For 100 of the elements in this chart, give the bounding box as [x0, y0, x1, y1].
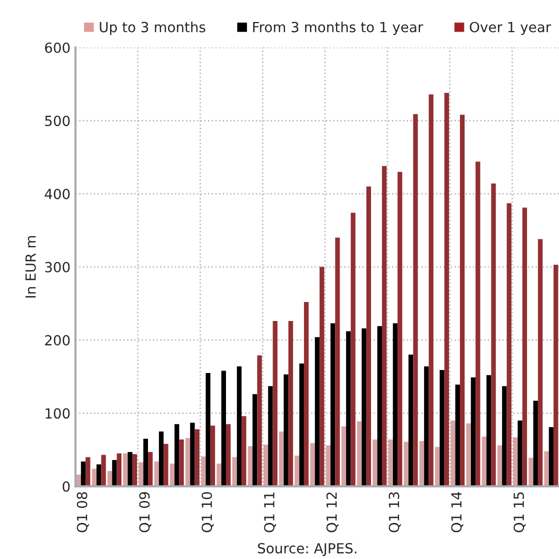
bar [294, 456, 300, 486]
bar [148, 452, 153, 486]
bar [232, 457, 237, 486]
bar [226, 424, 231, 486]
bar [544, 451, 549, 486]
bar [554, 264, 558, 486]
bar [482, 436, 486, 486]
bar [248, 446, 252, 486]
bar [101, 454, 106, 486]
bar [279, 431, 284, 486]
y-tick-label: 600 [45, 42, 70, 53]
x-tick-label: Q1 09 [139, 492, 152, 532]
x-tick-label: Q1 08 [76, 492, 89, 532]
bar [170, 464, 175, 486]
bar [92, 468, 97, 486]
x-tick-label: Q1 11 [264, 492, 276, 532]
bar [434, 446, 440, 486]
bar [123, 453, 128, 486]
bar [428, 94, 434, 486]
bar [252, 394, 258, 486]
bar [164, 444, 168, 486]
bar [377, 326, 382, 486]
x-tick-label: Q1 10 [202, 492, 214, 532]
y-tick-label: 500 [45, 116, 70, 126]
x-tick-label: Q1 13 [388, 492, 401, 532]
bar [335, 238, 340, 486]
bar [221, 370, 226, 486]
bar [486, 375, 492, 486]
y-tick-label: 200 [45, 335, 70, 346]
bar [185, 438, 190, 486]
bar [154, 461, 159, 486]
bar [112, 460, 117, 486]
bar [236, 366, 242, 486]
bar [194, 429, 200, 486]
bar [190, 422, 195, 486]
bar [548, 427, 554, 486]
x-tick-label: Q1 14 [451, 492, 464, 532]
bar [372, 440, 378, 486]
legend-label: Over 1 year [470, 22, 552, 36]
bar [450, 420, 456, 486]
bar [128, 452, 132, 486]
bar [346, 331, 351, 486]
bar [382, 166, 387, 486]
bar [314, 337, 320, 486]
bar [506, 203, 512, 486]
bar [440, 370, 444, 486]
bar [522, 208, 528, 486]
bar [257, 355, 262, 486]
y-axis-title: In EUR m [26, 236, 36, 298]
bar [476, 162, 480, 486]
bar [242, 416, 246, 486]
bar [143, 438, 148, 486]
bar [470, 377, 476, 486]
bar [76, 474, 81, 486]
bar [518, 420, 522, 486]
bar [288, 321, 294, 486]
bar [174, 424, 180, 486]
bar [284, 374, 288, 486]
y-tick-label: 300 [45, 262, 70, 272]
bar [326, 445, 330, 486]
bar [424, 366, 429, 486]
bar [404, 442, 408, 486]
y-tick-label: 100 [46, 408, 70, 419]
bar [398, 172, 402, 486]
bar [528, 458, 534, 486]
bar [362, 328, 366, 486]
bar [132, 454, 138, 486]
bar [272, 321, 278, 486]
bar [268, 386, 273, 486]
legend-label: Up to 3 months [100, 22, 206, 36]
bar [80, 461, 86, 486]
bar [116, 453, 122, 486]
bar [96, 464, 102, 486]
bar [350, 212, 356, 486]
bar [158, 431, 164, 486]
bar [179, 440, 184, 486]
bar [538, 239, 543, 486]
bar [216, 464, 222, 486]
bar [512, 437, 518, 486]
bar [341, 426, 346, 486]
bar [466, 423, 471, 486]
bar [502, 386, 507, 486]
y-tick-label: 0 [62, 481, 70, 492]
bar [491, 184, 496, 486]
y-tick-label: 400 [44, 188, 70, 200]
bar [357, 421, 362, 486]
bar [107, 470, 112, 486]
bar [304, 302, 309, 486]
bar [201, 456, 206, 486]
x-tick-label: Q1 15 [514, 492, 526, 532]
bar [206, 372, 210, 486]
bar [366, 186, 372, 486]
bar [533, 400, 538, 486]
bar [455, 384, 460, 486]
bar [310, 443, 315, 486]
bar [263, 444, 268, 486]
bar [388, 440, 393, 486]
x-tick-label: Q1 12 [326, 492, 338, 532]
bar [408, 354, 414, 486]
legend-label: From 3 months to 1 year [253, 22, 424, 36]
